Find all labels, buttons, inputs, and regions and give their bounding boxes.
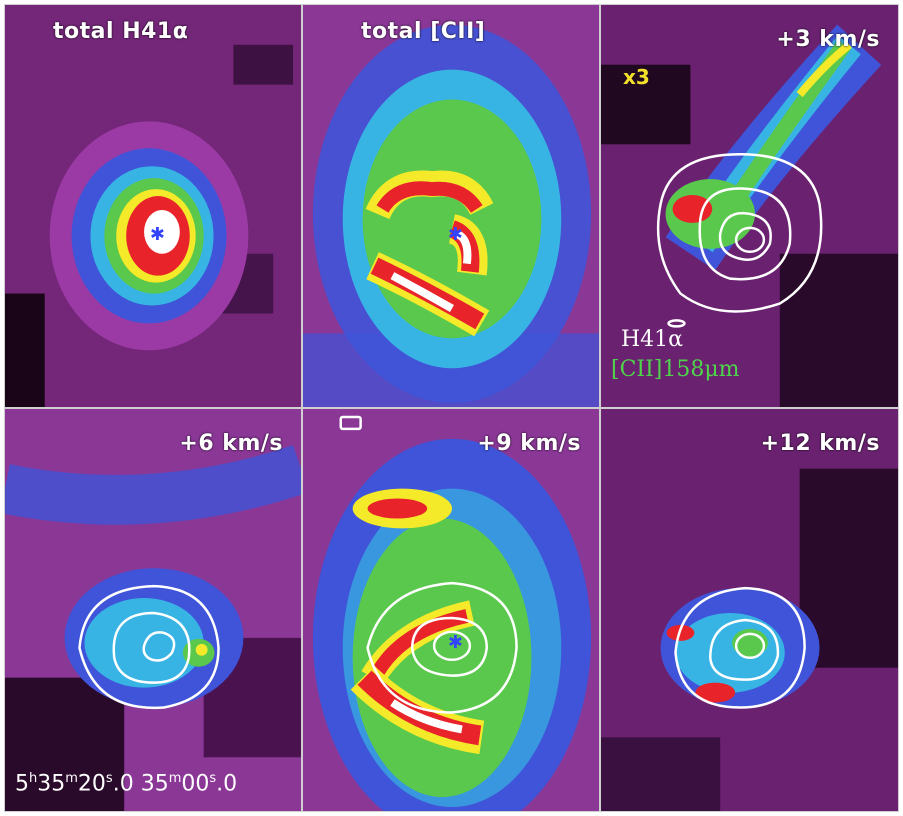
ra-a-hours: 5 [15, 771, 29, 797]
ra-a-seconds: 20 [77, 771, 106, 797]
map-6kms [5, 409, 301, 811]
panel-title: +6 km/s [179, 431, 283, 456]
map-h41a: ✱ [5, 5, 301, 407]
svg-text:✱: ✱ [448, 632, 463, 653]
figure-grid: ✱ total H41α ✱ total [CII] [4, 4, 899, 812]
map-3kms [601, 5, 898, 407]
panel-12kms: +12 km/s [600, 408, 899, 812]
panel-total-h41a: ✱ total H41α [4, 4, 302, 408]
panel-3kms: +3 km/s x3 H41α [CII]158μm [600, 4, 899, 408]
svg-text:✱: ✱ [150, 224, 165, 245]
scale-note: x3 [623, 65, 650, 89]
map-12kms [601, 409, 898, 811]
ra-b-minutes: 35 [140, 771, 169, 797]
panel-9kms: ✱ +9 km/s [302, 408, 600, 812]
panel-title: +9 km/s [477, 431, 581, 456]
panel-title: +3 km/s [776, 27, 880, 52]
ra-b-seconds: 00 [181, 771, 210, 797]
map-cii: ✱ [303, 5, 599, 407]
panel-total-cii: ✱ total [CII] [302, 4, 600, 408]
panel-title: total [CII] [361, 19, 486, 44]
panel-title: total H41α [53, 19, 189, 44]
legend-contour: H41α [621, 327, 684, 352]
ra-b-frac: 0 [223, 771, 238, 797]
ra-a-minutes: 35 [37, 771, 66, 797]
panel-title: +12 km/s [760, 431, 880, 456]
ra-a-frac: 0 [119, 771, 134, 797]
map-9kms: ✱ [303, 409, 599, 811]
ra-axis-label: 5h35m20s.0 35m00s.0 [15, 771, 238, 797]
panel-6kms: +6 km/s 5h35m20s.0 35m00s.0 [4, 408, 302, 812]
legend-color: [CII]158μm [611, 357, 740, 382]
svg-text:✱: ✱ [448, 224, 463, 245]
